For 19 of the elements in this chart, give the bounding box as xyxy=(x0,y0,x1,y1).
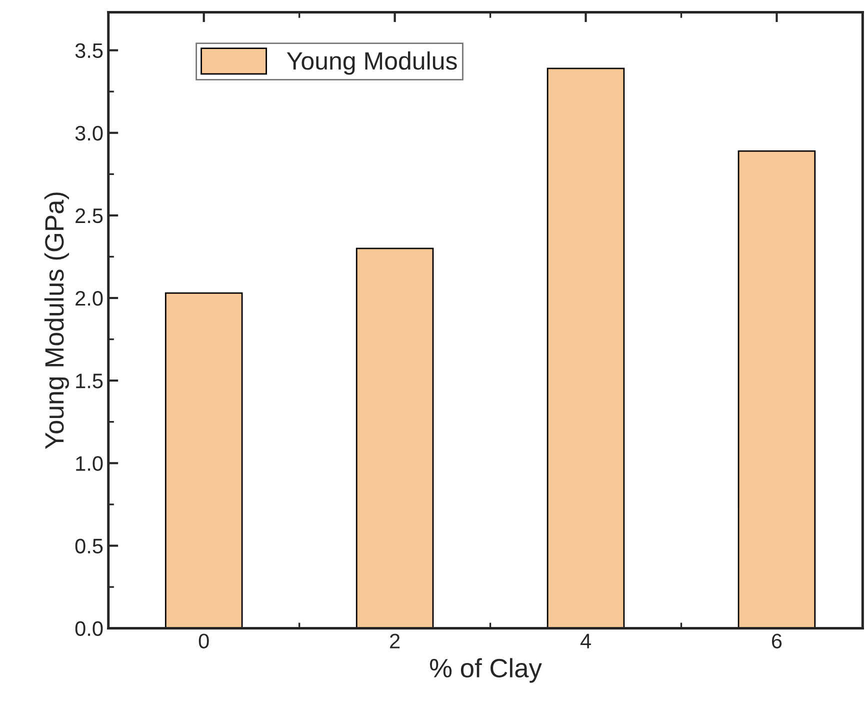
y-tick-label: 0.0 xyxy=(75,621,103,636)
x-axis-title: % of Clay xyxy=(430,658,542,683)
x-tick-label: 2 xyxy=(390,634,400,648)
y-axis-title: Young Modulus (GPa) xyxy=(44,192,69,450)
x-tick-label: 6 xyxy=(772,634,782,648)
y-tick-label: 3.5 xyxy=(75,43,103,58)
bar xyxy=(546,68,625,628)
y-tick-label: 1.0 xyxy=(76,456,103,471)
legend-label: Young Modulus xyxy=(286,51,457,75)
y-tick-label: 2.0 xyxy=(76,290,103,306)
y-tick-label: 2.5 xyxy=(76,208,103,224)
bar xyxy=(356,248,434,628)
bar xyxy=(738,150,816,628)
y-tick-label: 0.5 xyxy=(75,538,103,554)
y-tick-label: 1.5 xyxy=(76,374,103,388)
x-tick-label: 4 xyxy=(580,634,591,648)
bar xyxy=(164,292,243,628)
y-tick-label: 3.0 xyxy=(75,126,103,141)
x-tick-label: 0 xyxy=(198,634,209,648)
